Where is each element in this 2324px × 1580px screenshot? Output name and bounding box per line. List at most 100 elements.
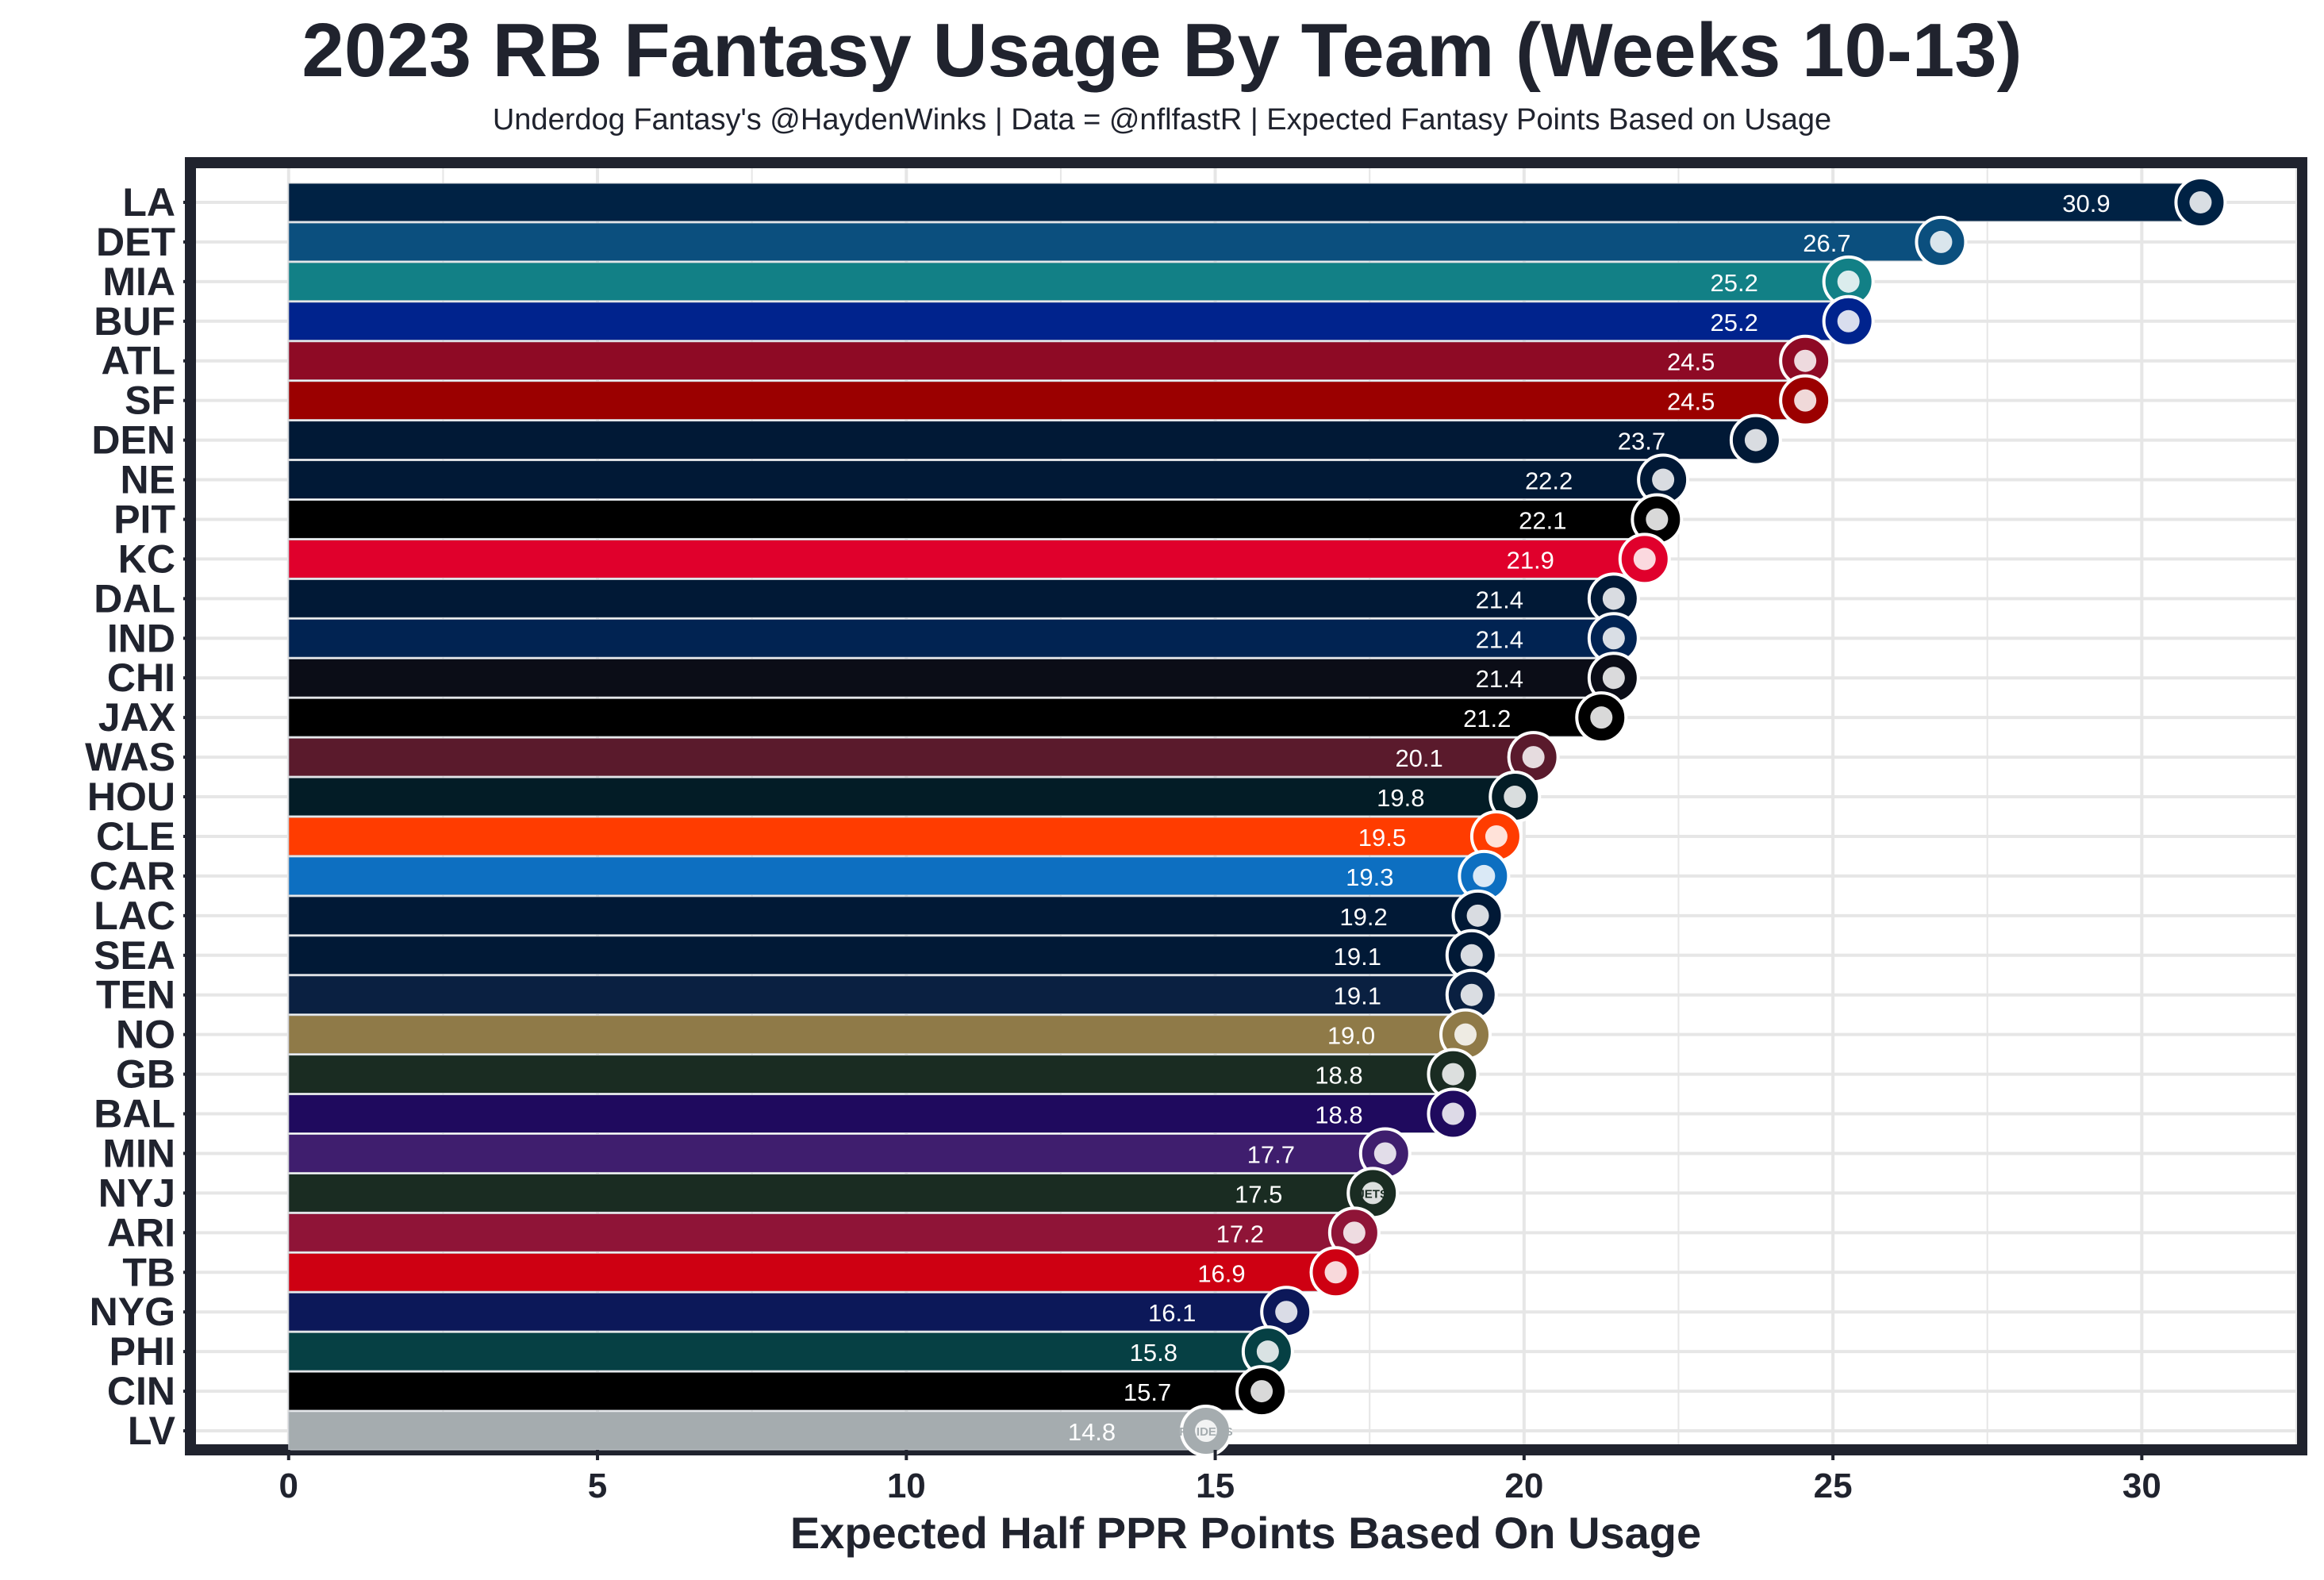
value-label-bal: 18.8 [1315,1101,1362,1129]
rams-logo [2174,175,2227,229]
browns-logo-mark [1485,825,1508,848]
value-label-cin: 15.7 [1124,1378,1171,1406]
value-label-pit: 22.1 [1519,506,1566,534]
value-label-mia: 25.2 [1711,269,1758,297]
value-label-lv: 14.8 [1068,1418,1116,1446]
bar-was [288,737,1531,777]
chart-subtitle: Underdog Fantasy's @HaydenWinks | Data =… [492,103,1832,136]
bar-buf [288,302,1846,341]
bar-gb [288,1055,1450,1094]
cowboys-logo [1587,572,1640,625]
steelers-logo-mark [1646,508,1669,531]
bar-jax [288,698,1599,737]
y-category-buf: BUF [94,299,175,344]
bengals-logo-mark [1250,1380,1273,1403]
x-tick-label: 25 [1814,1467,1853,1505]
y-category-det: DET [96,220,175,264]
y-category-car: CAR [90,854,175,898]
value-label-ten: 19.1 [1334,982,1381,1010]
value-label-was: 20.1 [1395,744,1442,772]
bar-den [288,421,1754,460]
bar-sea [288,936,1469,975]
value-label-hou: 19.8 [1377,784,1424,812]
bar-nyj [288,1173,1370,1213]
x-tick-label: 20 [1504,1467,1543,1505]
y-category-lac: LAC [94,894,175,938]
49ers-logo-mark [1794,389,1817,412]
value-label-cle: 19.5 [1358,824,1406,852]
cowboys-logo-mark [1602,587,1625,610]
value-label-sea: 19.1 [1334,943,1381,971]
bar-lac [288,896,1476,936]
y-category-was: WAS [85,735,175,779]
y-axis-categories: LADETMIABUFATLSFDENNEPITKCDALINDCHIJAXWA… [85,180,190,1453]
bar-ari [288,1213,1352,1252]
y-category-bal: BAL [94,1092,175,1136]
value-label-ne: 22.2 [1525,467,1573,495]
team-logos: JETS RAIDERS [1179,175,2227,1458]
y-category-cle: CLE [96,814,175,859]
value-label-det: 26.7 [1803,229,1850,257]
chiefs-logo-mark [1633,548,1656,571]
value-label-nyj: 17.5 [1235,1180,1282,1208]
y-category-den: DEN [91,418,175,463]
y-category-dal: DAL [94,576,175,621]
value-label-kc: 21.9 [1507,546,1554,574]
chargers-logo-mark [1466,904,1489,927]
seahawks-logo-mark [1460,944,1483,967]
bar-hou [288,777,1512,817]
y-category-jax: JAX [98,695,175,740]
jets-logo: JETS [1346,1167,1400,1220]
y-category-la: LA [122,180,175,225]
y-category-cin: CIN [107,1369,175,1413]
jets-logo-mark [1362,1182,1385,1205]
bears-logo-mark [1602,667,1625,690]
y-category-ne: NE [121,458,175,502]
bar-bal [288,1094,1450,1134]
x-tick-label: 5 [588,1467,607,1505]
value-label-lac: 19.2 [1339,903,1387,931]
bar-dal [288,579,1611,618]
bar-det [288,222,1938,262]
y-category-kc: KC [118,536,175,581]
y-category-nyj: NYJ [98,1171,175,1215]
falcons-logo-mark [1794,349,1817,372]
bar-nyg [288,1292,1284,1332]
buccaneers-logo-mark [1324,1261,1347,1284]
value-label-gb: 18.8 [1315,1062,1362,1090]
ravens-logo [1427,1087,1480,1140]
saints-logo-mark [1454,1023,1477,1046]
value-labels: 30.926.725.225.224.524.523.722.222.121.9… [1068,190,2111,1446]
bar-mia [288,262,1846,302]
dolphins-logo [1822,255,1875,308]
y-category-atl: ATL [102,339,175,383]
bar-min [288,1133,1383,1173]
buccaneers-logo [1309,1246,1362,1299]
patriots-logo-mark [1652,468,1675,491]
x-tick-label: 30 [2122,1467,2161,1505]
colts-logo-mark [1602,627,1625,650]
x-tick-label: 0 [279,1467,298,1505]
chiefs-logo [1618,532,1671,586]
bar-cle [288,817,1494,856]
value-label-jax: 21.2 [1463,705,1511,732]
bar-atl [288,341,1803,381]
cardinals-logo-mark [1343,1221,1366,1244]
texans-logo [1489,771,1542,824]
value-label-den: 23.7 [1618,428,1665,456]
bar-ind [288,618,1611,658]
value-label-tb: 16.9 [1197,1259,1245,1287]
commanders-logo-mark [1522,746,1545,769]
y-category-ari: ARI [107,1210,175,1255]
bar-chi [288,658,1611,698]
y-category-hou: HOU [87,775,175,819]
titans-logo [1445,968,1498,1021]
bar-ten [288,975,1469,1015]
x-tick-label: 15 [1196,1467,1235,1505]
bar-pit [288,499,1654,539]
eagles-logo-mark [1256,1340,1279,1363]
value-label-ari: 17.2 [1216,1220,1264,1247]
x-axis-ticks: 0 5 10 15 20 25 30 [279,1450,2161,1505]
49ers-logo [1779,374,1832,427]
